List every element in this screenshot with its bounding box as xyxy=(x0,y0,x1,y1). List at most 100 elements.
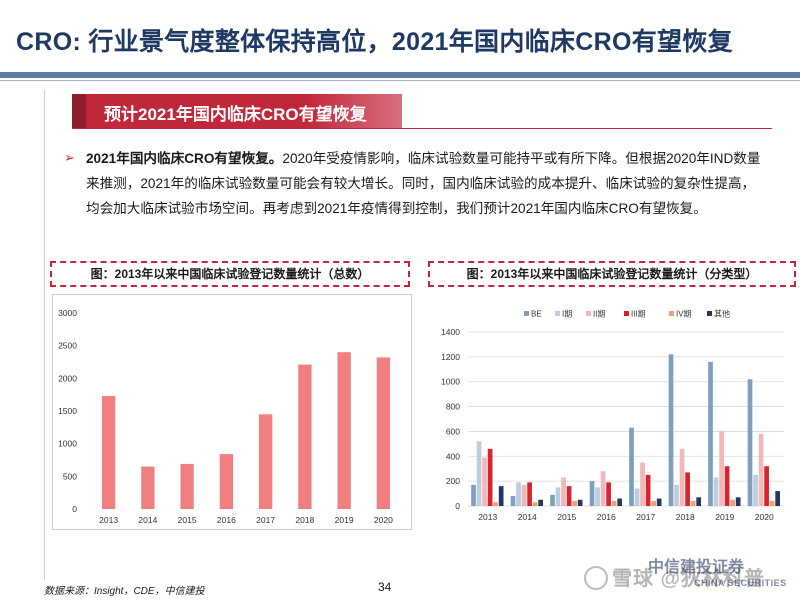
footer-source: 数据来源：Insight，CDE，中信建投 xyxy=(44,586,205,597)
bar-II-2013 xyxy=(482,457,487,506)
bar-total-2018 xyxy=(298,364,312,509)
bar-II-2014 xyxy=(521,484,527,506)
bullet-bold-lead: 2021年国内临床CRO有望恢复。 xyxy=(86,151,283,166)
title-rule-thin xyxy=(0,80,800,81)
x-tick-label: 2013 xyxy=(478,512,497,522)
y-tick-label: 1000 xyxy=(58,439,77,449)
bar-other-2013 xyxy=(498,486,504,506)
x-tick-label: 2018 xyxy=(676,512,695,522)
chart-total: 0 500 1000 1500 2000 2500 3000 2013 2014 2015 2016… xyxy=(58,308,393,525)
bar-I-2017 xyxy=(634,488,640,506)
y-tick-label: 2000 xyxy=(58,373,77,383)
bar-BE-2018 xyxy=(668,354,674,506)
bar-total-2016 xyxy=(219,454,234,509)
x-tick-label: 2017 xyxy=(256,515,275,525)
legend-swatch xyxy=(586,311,591,316)
page-number: 34 xyxy=(378,580,392,594)
x-tick-label: 2018 xyxy=(295,515,314,525)
bar-BE-2014 xyxy=(510,496,516,506)
left-margin-line xyxy=(44,90,45,580)
xueqiu-logo-icon xyxy=(584,566,608,590)
bar-II-2017 xyxy=(640,462,645,506)
brand-name-cn: 中信建投证券 xyxy=(648,559,745,576)
y-tick-label: 0 xyxy=(455,501,460,511)
bar-IV-2018 xyxy=(690,501,696,506)
title-rule xyxy=(0,72,800,78)
y-tick-label: 2500 xyxy=(58,341,77,351)
bar-IV-2016 xyxy=(611,501,617,506)
bar-I-2019 xyxy=(713,477,719,506)
legend-label: II期 xyxy=(593,310,605,319)
watermark-text: 雪球 @狄林科普 xyxy=(612,568,766,590)
legend-label: I期 xyxy=(562,310,572,319)
bar-other-2015 xyxy=(577,499,583,506)
bar-II-2019 xyxy=(719,431,724,506)
x-tick-label: 2015 xyxy=(557,512,576,522)
bar-IV-2019 xyxy=(730,499,735,506)
bar-other-2019 xyxy=(735,497,741,506)
chart-caption-total: 图：2013年以来中国临床试验登记数量统计（总数） xyxy=(50,261,410,287)
legend-swatch xyxy=(669,311,674,316)
bar-III-2013 xyxy=(487,448,493,506)
chart-total-container: 0 500 1000 1500 2000 2500 3000 2013 2014 2015 2016… xyxy=(52,294,412,530)
bullet-paragraph: 2021年国内临床CRO有望恢复。2020年受疫情影响，临床试验数量可能持平或有… xyxy=(86,146,766,221)
x-tick-label: 2020 xyxy=(374,515,393,525)
bar-BE-2020 xyxy=(747,379,753,506)
bar-total-2013 xyxy=(101,395,116,509)
x-tick-label: 2014 xyxy=(518,512,537,522)
bar-IV-2017 xyxy=(651,501,656,506)
y-tick-label: 1200 xyxy=(441,352,460,362)
bar-III-2014 xyxy=(527,482,532,506)
bar-total-2014 xyxy=(141,466,155,509)
x-tick-label: 2020 xyxy=(755,512,774,522)
bar-other-2016 xyxy=(617,498,623,506)
x-tick-label: 2017 xyxy=(636,512,655,522)
y-tick-label: 800 xyxy=(446,402,460,412)
bar-III-2017 xyxy=(645,474,651,506)
bar-BE-2013 xyxy=(471,484,476,506)
section-banner: 预计2021年国内临床CRO有望恢复 xyxy=(72,94,402,128)
y-tick-label: 1500 xyxy=(58,406,77,416)
legend-swatch xyxy=(707,311,712,316)
y-tick-label: 600 xyxy=(446,426,460,436)
bar-I-2020 xyxy=(753,474,758,506)
bar-I-2018 xyxy=(674,484,679,506)
bullet-body: 2020年受疫情影响，临床试验数量可能持平或有所下降。但根据2020年IND数量… xyxy=(86,151,761,216)
bar-total-2019 xyxy=(337,352,351,509)
legend-label: 其他 xyxy=(714,309,730,319)
bar-other-2020 xyxy=(775,491,781,506)
chart-by-type: 0 200 400 600 800 1000 1200 1400 BE I期 II期 III期 IV期 其… xyxy=(441,309,784,522)
bar-total-2020 xyxy=(376,357,391,509)
y-tick-label: 3000 xyxy=(58,308,77,318)
legend-label: III期 xyxy=(631,310,646,319)
bar-total-2015 xyxy=(180,463,194,509)
bar-other-2014 xyxy=(538,499,544,506)
y-tick-label: 200 xyxy=(446,476,460,486)
slide-title: CRO: 行业景气度整体保持高位，2021年国内临床CRO有望恢复 xyxy=(16,28,733,56)
bar-other-2017 xyxy=(656,498,662,506)
legend-label: BE xyxy=(531,310,542,319)
section-title: 预计2021年国内临床CRO有望恢复 xyxy=(104,105,367,124)
bar-BE-2019 xyxy=(708,361,713,506)
bar-II-2018 xyxy=(679,448,685,506)
bar-I-2013 xyxy=(476,441,482,506)
bar-IV-2020 xyxy=(769,501,775,506)
bullet-arrow-icon: ➢ xyxy=(64,150,75,165)
x-tick-label: 2015 xyxy=(178,515,197,525)
bar-BE-2015 xyxy=(550,494,555,506)
bar-I-2015 xyxy=(555,487,561,506)
chart-caption-by-type: 图：2013年以来中国临床试验登记数量统计（分类型） xyxy=(428,261,796,287)
watermark: 雪球 @狄林科普 xyxy=(584,560,800,596)
y-tick-label: 400 xyxy=(446,451,460,461)
legend-label: IV期 xyxy=(676,310,692,319)
bar-BE-2016 xyxy=(589,481,595,506)
y-tick-label: 500 xyxy=(63,471,77,481)
x-tick-label: 2016 xyxy=(597,512,616,522)
bar-IV-2013 xyxy=(493,502,498,506)
y-tick-label: 1400 xyxy=(441,327,460,337)
legend-swatch xyxy=(624,311,629,316)
section-rule xyxy=(72,128,772,129)
x-tick-label: 2016 xyxy=(217,515,236,525)
bar-III-2018 xyxy=(685,472,690,506)
bar-III-2016 xyxy=(606,482,611,506)
